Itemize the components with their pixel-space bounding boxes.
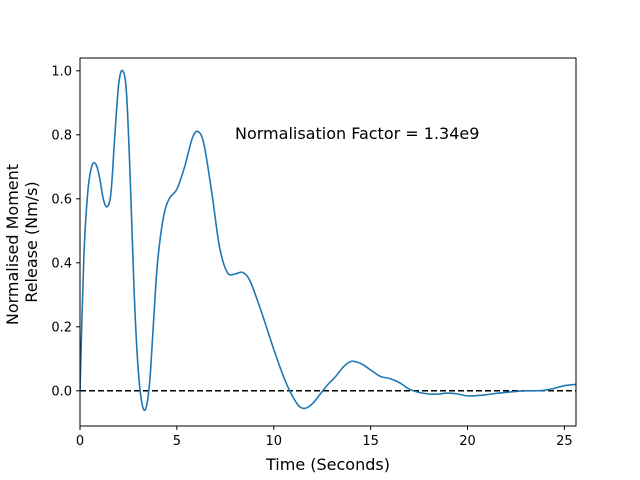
x-tick-label: 5 — [173, 434, 181, 449]
y-axis-label-line-1: Normalised Moment — [3, 164, 22, 325]
plot-frame — [79, 57, 577, 427]
series-line-0 — [80, 69, 576, 412]
x-axis: 0 5 10 15 20 25 — [76, 426, 573, 449]
y-axis-label: Normalised Moment Release (Nm/s) — [3, 159, 41, 325]
x-tick-label: 20 — [459, 434, 476, 449]
x-axis-label: Time (Seconds) — [265, 455, 390, 474]
x-tick-label: 10 — [265, 434, 282, 449]
x-tick-label: 0 — [76, 434, 84, 449]
x-tick-label: 15 — [362, 434, 379, 449]
y-axis-label-line-2: Release (Nm/s) — [22, 181, 41, 302]
normalisation-factor-annotation: Normalisation Factor = 1.34e9 — [235, 124, 479, 143]
y-tick-label: 0.8 — [51, 128, 72, 143]
y-tick-label: 0.6 — [51, 192, 72, 207]
plot-area — [80, 69, 576, 412]
y-tick-label: 1.0 — [51, 64, 72, 79]
y-tick-label: 0.2 — [51, 320, 72, 335]
y-tick-label: 0.0 — [51, 384, 72, 399]
x-tick-label: 25 — [556, 434, 573, 449]
y-tick-label: 0.4 — [51, 256, 72, 271]
y-axis: 0.0 0.2 0.4 0.6 0.8 1.0 — [51, 64, 80, 399]
